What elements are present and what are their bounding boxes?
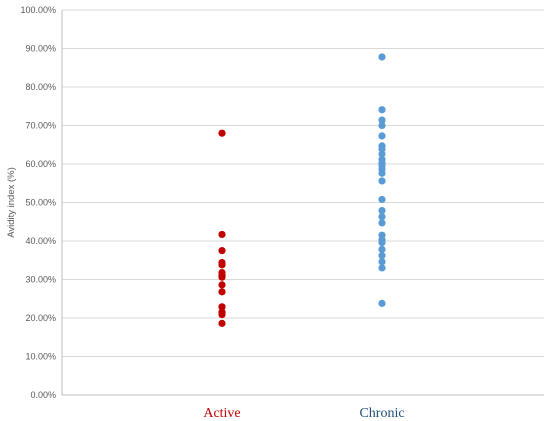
- data-point: [378, 116, 386, 124]
- y-tick-labels: 0.00% 10.00% 20.00% 30.00% 40.00% 50.00% 60.00…: [20, 5, 56, 400]
- data-point: [378, 195, 386, 204]
- y-tick-label: 0.00%: [30, 390, 56, 400]
- data-point: [218, 303, 226, 311]
- data-point: [218, 230, 226, 239]
- data-point: [378, 219, 386, 227]
- y-axis-title: Avidity index (%): [6, 167, 17, 238]
- y-tick-label: 40.00%: [25, 236, 56, 246]
- y-tick-label: 100.00%: [20, 5, 56, 15]
- data-point: [378, 299, 386, 307]
- x-category-label: Chronic: [359, 406, 404, 421]
- data-point: [378, 238, 386, 247]
- data-point: [378, 258, 386, 266]
- data-point: [378, 150, 386, 158]
- gridlines: [62, 9, 544, 357]
- data-point: [378, 177, 386, 185]
- data-point: [378, 106, 386, 114]
- data-point: [218, 261, 226, 269]
- data-point: [378, 252, 386, 260]
- y-tick-label: 90.00%: [25, 44, 56, 54]
- data-point: [378, 264, 386, 272]
- data-point: [218, 281, 226, 289]
- y-tick-label: 20.00%: [25, 313, 56, 323]
- x-category-label: Active: [203, 406, 240, 421]
- data-point: [218, 129, 226, 137]
- data-point: [218, 247, 226, 255]
- y-tick-label: 60.00%: [25, 159, 56, 169]
- category-labels: Active Chronic: [203, 406, 404, 421]
- data-point: [378, 145, 386, 153]
- y-tick-label: 80.00%: [25, 82, 56, 92]
- data-point: [378, 245, 386, 254]
- data-point: [218, 288, 226, 296]
- data-point: [378, 213, 386, 221]
- y-tick-label: 30.00%: [25, 275, 56, 285]
- y-tick-label: 10.00%: [25, 352, 56, 362]
- data-points: [218, 53, 386, 327]
- y-tick-label: 70.00%: [25, 121, 56, 131]
- data-point: [378, 169, 386, 177]
- data-point: [218, 273, 226, 281]
- data-point: [218, 310, 226, 319]
- data-point: [378, 132, 386, 140]
- data-point: [378, 53, 386, 61]
- axes: [61, 10, 544, 396]
- data-point: [218, 319, 226, 327]
- y-tick-label: 50.00%: [25, 198, 56, 208]
- data-point: [378, 206, 386, 215]
- data-point: [378, 121, 386, 130]
